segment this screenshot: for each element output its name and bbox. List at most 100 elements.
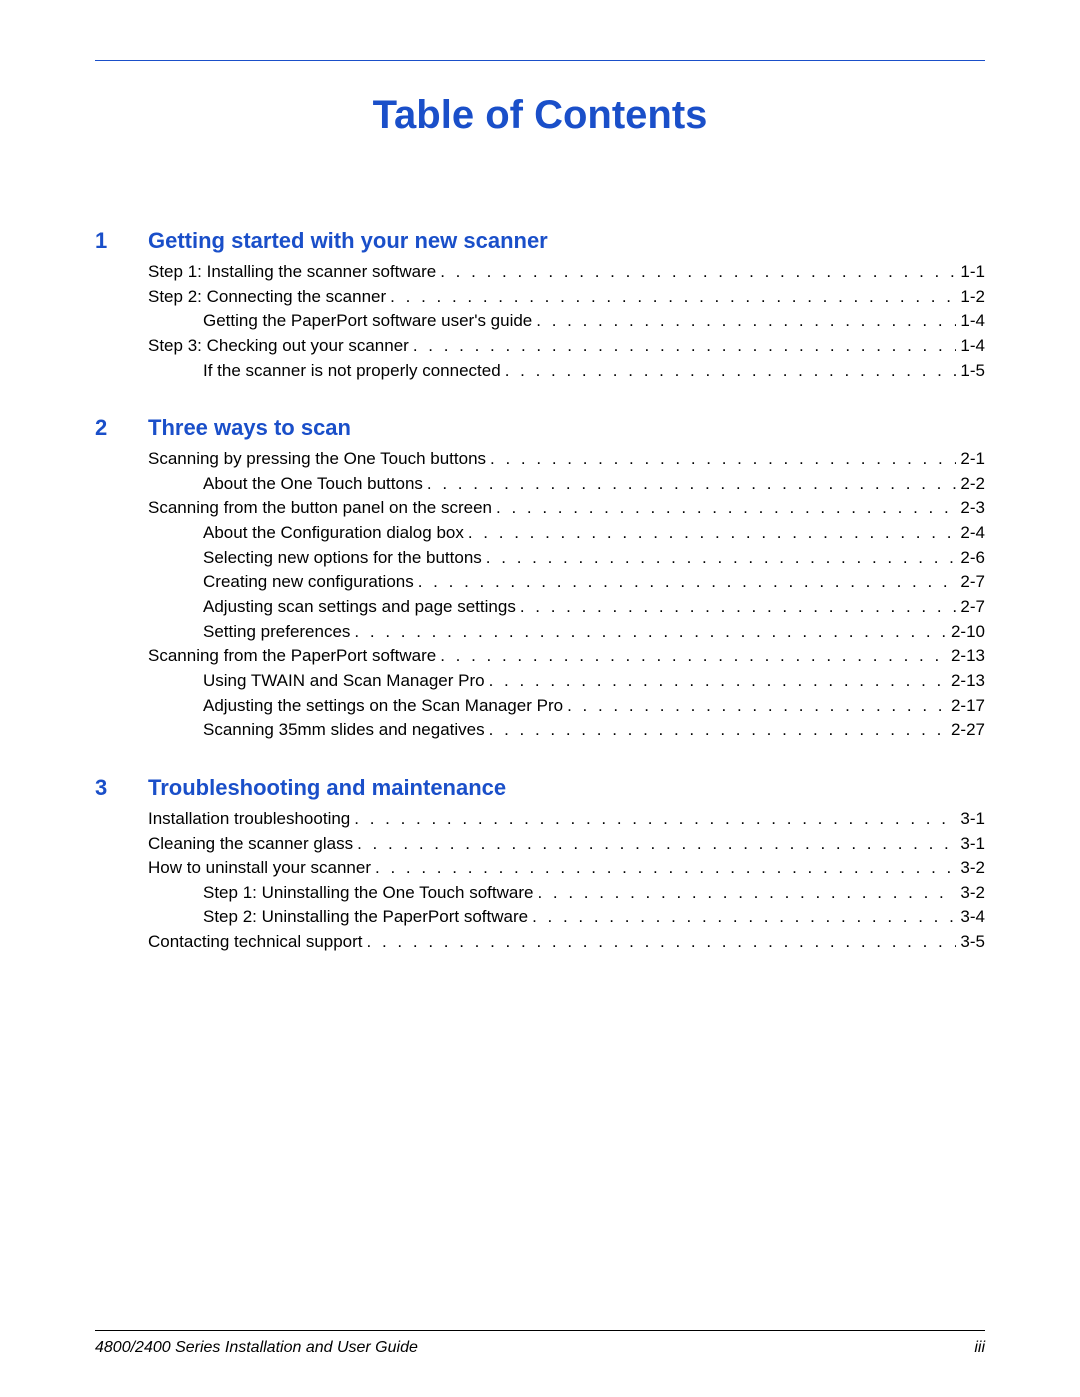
toc-dots — [354, 807, 956, 832]
toc-entry-label: About the Configuration dialog box — [203, 521, 464, 546]
toc-entry-page: 1-4 — [960, 309, 985, 334]
sections-container: 1Getting started with your new scanner St… — [95, 228, 985, 955]
section-header: 3Troubleshooting and maintenance — [95, 775, 985, 801]
toc-entry: Using TWAIN and Scan Manager Pro 2-13 — [148, 669, 985, 694]
toc-dots — [496, 496, 956, 521]
toc-entry-page: 1-2 — [960, 285, 985, 310]
section-header: 1Getting started with your new scanner — [95, 228, 985, 254]
toc-entry: About the Configuration dialog box 2-4 — [148, 521, 985, 546]
toc-entry-page: 3-2 — [960, 881, 985, 906]
section-title: Troubleshooting and maintenance — [148, 775, 506, 801]
toc-entry-label: Scanning by pressing the One Touch butto… — [148, 447, 486, 472]
toc-entry-label: Adjusting the settings on the Scan Manag… — [203, 694, 563, 719]
toc-section: 1Getting started with your new scanner St… — [95, 228, 985, 383]
toc-entry-page: 2-4 — [960, 521, 985, 546]
toc-entry: Contacting technical support 3-5 — [148, 930, 985, 955]
toc-entry-label: If the scanner is not properly connected — [203, 359, 501, 384]
toc-entry: Step 2: Connecting the scanner 1-2 — [148, 285, 985, 310]
toc-entry-label: Creating new configurations — [203, 570, 414, 595]
toc-entry-label: Step 3: Checking out your scanner — [148, 334, 409, 359]
toc-entry: Cleaning the scanner glass 3-1 — [148, 832, 985, 857]
section-title: Three ways to scan — [148, 415, 351, 441]
toc-entry-label: Step 2: Connecting the scanner — [148, 285, 386, 310]
footer: 4800/2400 Series Installation and User G… — [0, 1330, 1080, 1397]
toc-entry-label: Step 1: Uninstalling the One Touch softw… — [203, 881, 533, 906]
toc-dots — [520, 595, 957, 620]
toc-entry-label: Adjusting scan settings and page setting… — [203, 595, 516, 620]
toc-entry: Adjusting scan settings and page setting… — [148, 595, 985, 620]
toc-entry-label: How to uninstall your scanner — [148, 856, 371, 881]
section-header: 2Three ways to scan — [95, 415, 985, 441]
toc-entry-label: Installation troubleshooting — [148, 807, 350, 832]
toc-entry: Step 1: Uninstalling the One Touch softw… — [148, 881, 985, 906]
toc-entry-page: 2-3 — [960, 496, 985, 521]
toc-dots — [536, 309, 956, 334]
toc-entry: Selecting new options for the buttons 2-… — [148, 546, 985, 571]
toc-entry-page: 1-1 — [960, 260, 985, 285]
toc-entry-page: 3-4 — [960, 905, 985, 930]
toc-entry-page: 3-1 — [960, 832, 985, 857]
toc-entry-label: Scanning from the PaperPort software — [148, 644, 436, 669]
toc-entries: Scanning by pressing the One Touch butto… — [95, 447, 985, 743]
toc-dots — [486, 546, 957, 571]
toc-entry: Getting the PaperPort software user's gu… — [148, 309, 985, 334]
toc-entry-page: 2-13 — [951, 644, 985, 669]
toc-entry-page: 2-10 — [951, 620, 985, 645]
toc-entry: Step 2: Uninstalling the PaperPort softw… — [148, 905, 985, 930]
toc-entry-label: Getting the PaperPort software user's gu… — [203, 309, 532, 334]
footer-rule — [95, 1330, 985, 1331]
toc-entry-page: 1-5 — [960, 359, 985, 384]
toc-entry: Scanning by pressing the One Touch butto… — [148, 447, 985, 472]
toc-entry: Scanning 35mm slides and negatives 2-27 — [148, 718, 985, 743]
toc-section: 2Three ways to scan Scanning by pressing … — [95, 415, 985, 743]
toc-dots — [505, 359, 957, 384]
toc-entry: Adjusting the settings on the Scan Manag… — [148, 694, 985, 719]
footer-right: iii — [974, 1339, 985, 1357]
toc-entry-page: 2-27 — [951, 718, 985, 743]
toc-entry-page: 2-1 — [960, 447, 985, 472]
toc-dots — [567, 694, 947, 719]
toc-entry-label: Scanning 35mm slides and negatives — [203, 718, 485, 743]
toc-entry-page: 1-4 — [960, 334, 985, 359]
toc-entry-page: 2-7 — [960, 595, 985, 620]
toc-entry: If the scanner is not properly connected… — [148, 359, 985, 384]
toc-entry-label: About the One Touch buttons — [203, 472, 423, 497]
toc-dots — [427, 472, 957, 497]
toc-dots — [390, 285, 956, 310]
toc-entry-label: Scanning from the button panel on the sc… — [148, 496, 492, 521]
toc-entry: Creating new configurations 2-7 — [148, 570, 985, 595]
toc-entry-label: Selecting new options for the buttons — [203, 546, 482, 571]
toc-entry-page: 2-2 — [960, 472, 985, 497]
page-title: Table of Contents — [95, 93, 985, 138]
toc-entry-page: 2-17 — [951, 694, 985, 719]
toc-dots — [413, 334, 957, 359]
toc-dots — [367, 930, 957, 955]
toc-dots — [489, 669, 947, 694]
top-rule — [95, 60, 985, 61]
toc-entries: Step 1: Installing the scanner software … — [95, 260, 985, 383]
toc-dots — [537, 881, 956, 906]
toc-entry-label: Cleaning the scanner glass — [148, 832, 353, 857]
toc-dots — [489, 718, 947, 743]
toc-dots — [490, 447, 956, 472]
toc-entry: Scanning from the button panel on the sc… — [148, 496, 985, 521]
toc-entry: About the One Touch buttons 2-2 — [148, 472, 985, 497]
toc-entry-label: Setting preferences — [203, 620, 350, 645]
toc-dots — [468, 521, 957, 546]
toc-entry-label: Step 2: Uninstalling the PaperPort softw… — [203, 905, 528, 930]
toc-entry-page: 2-13 — [951, 669, 985, 694]
section-number: 3 — [95, 775, 148, 801]
section-title: Getting started with your new scanner — [148, 228, 548, 254]
toc-entry-page: 3-5 — [960, 930, 985, 955]
toc-dots — [440, 260, 956, 285]
toc-entry: Scanning from the PaperPort software 2-1… — [148, 644, 985, 669]
toc-dots — [418, 570, 957, 595]
toc-dots — [440, 644, 947, 669]
toc-entry-label: Step 1: Installing the scanner software — [148, 260, 436, 285]
toc-entry-page: 3-2 — [960, 856, 985, 881]
toc-entry-page: 2-6 — [960, 546, 985, 571]
toc-dots — [375, 856, 956, 881]
toc-entry: Setting preferences 2-10 — [148, 620, 985, 645]
toc-dots — [532, 905, 956, 930]
toc-entry: How to uninstall your scanner 3-2 — [148, 856, 985, 881]
